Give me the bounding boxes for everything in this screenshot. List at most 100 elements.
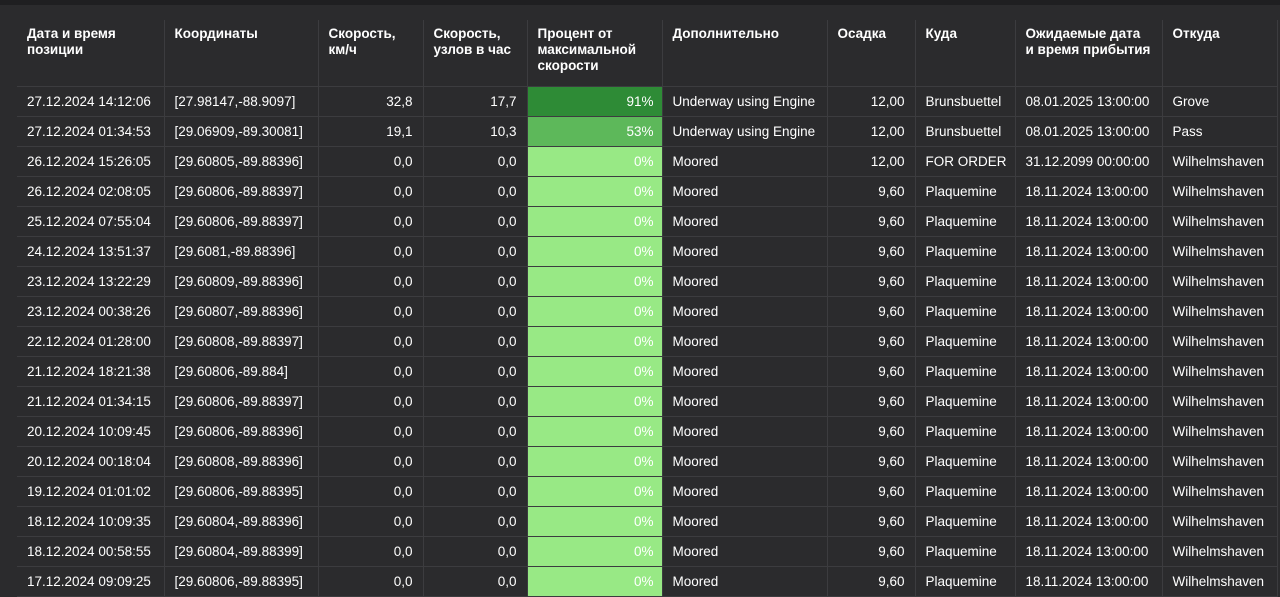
cell-eta: 31.12.2099 00:00:00 [1015, 146, 1163, 177]
cell-origin: Wilhelmshaven [1162, 536, 1278, 567]
cell-destination: Plaquemine [915, 566, 1016, 597]
cell-speed-knots: 17,7 [423, 86, 528, 117]
table-row[interactable]: 27.12.2024 01:34:53 [29.06909,-89.30081] 1… [17, 116, 1278, 147]
column-header-speed-knots[interactable]: Скорость, узлов в час [423, 20, 528, 87]
cell-destination: Plaquemine [915, 506, 1016, 537]
table-row[interactable]: 20.12.2024 00:18:04 [29.60808,-89.88396] 0… [17, 446, 1278, 477]
cell-draught: 9,60 [827, 176, 916, 207]
column-header-draught[interactable]: Осадка [827, 20, 916, 87]
cell-speed-knots: 0,0 [423, 296, 528, 327]
column-header-coordinates[interactable]: Координаты [164, 20, 319, 87]
column-header-position-time[interactable]: Дата и время позиции [17, 20, 165, 87]
cell-eta: 18.11.2024 13:00:00 [1015, 296, 1163, 327]
cell-speed-kmh: 0,0 [318, 386, 424, 417]
cell-origin: Wilhelmshaven [1162, 386, 1278, 417]
column-header-origin[interactable]: Откуда [1162, 20, 1278, 87]
column-header-additional[interactable]: Дополнительно [662, 20, 828, 87]
cell-eta: 18.11.2024 13:00:00 [1015, 476, 1163, 507]
table-row[interactable]: 21.12.2024 01:34:15 [29.60806,-89.88397] 0… [17, 386, 1278, 417]
cell-max-speed-percent: 0% [527, 506, 663, 537]
cell-draught: 9,60 [827, 236, 916, 267]
cell-speed-kmh: 0,0 [318, 476, 424, 507]
cell-draught: 9,60 [827, 416, 916, 447]
table-row[interactable]: 20.12.2024 10:09:45 [29.60806,-89.88396] 0… [17, 416, 1278, 447]
table-row[interactable]: 19.12.2024 01:01:02 [29.60806,-89.88395] 0… [17, 476, 1278, 507]
cell-coordinates: [29.60804,-89.88399] [164, 536, 319, 567]
table-row[interactable]: 26.12.2024 15:26:05 [29.60805,-89.88396] 0… [17, 146, 1278, 177]
cell-additional: Moored [662, 296, 828, 327]
table-row[interactable]: 24.12.2024 13:51:37 [29.6081,-89.88396] 0,… [17, 236, 1278, 267]
cell-origin: Wilhelmshaven [1162, 566, 1278, 597]
cell-additional: Moored [662, 266, 828, 297]
cell-origin: Wilhelmshaven [1162, 446, 1278, 477]
cell-speed-kmh: 0,0 [318, 296, 424, 327]
table-row[interactable]: 23.12.2024 00:38:26 [29.60807,-89.88396] 0… [17, 296, 1278, 327]
cell-additional: Moored [662, 416, 828, 447]
cell-coordinates: [29.60804,-89.88396] [164, 506, 319, 537]
cell-draught: 12,00 [827, 116, 916, 147]
cell-position-time: 25.12.2024 07:55:04 [17, 206, 165, 237]
cell-max-speed-percent: 0% [527, 446, 663, 477]
table-row[interactable]: 25.12.2024 07:55:04 [29.60806,-89.88397] 0… [17, 206, 1278, 237]
cell-eta: 18.11.2024 13:00:00 [1015, 566, 1163, 597]
column-header-eta[interactable]: Ожидаемые дата и время прибытия [1015, 20, 1163, 87]
cell-draught: 9,60 [827, 266, 916, 297]
cell-max-speed-percent: 0% [527, 416, 663, 447]
cell-speed-knots: 0,0 [423, 446, 528, 477]
table-row[interactable]: 18.12.2024 10:09:35 [29.60804,-89.88396] 0… [17, 506, 1278, 537]
cell-position-time: 17.12.2024 09:09:25 [17, 566, 165, 597]
table-row[interactable]: 27.12.2024 14:12:06 [27.98147,-88.9097] 32… [17, 86, 1278, 117]
cell-max-speed-percent: 0% [527, 566, 663, 597]
cell-destination: FOR ORDER [915, 146, 1016, 177]
table-row[interactable]: 18.12.2024 00:58:55 [29.60804,-89.88399] 0… [17, 536, 1278, 567]
table-row[interactable]: 26.12.2024 02:08:05 [29.60806,-89.88397] 0… [17, 176, 1278, 207]
table-row[interactable]: 23.12.2024 13:22:29 [29.60809,-89.88396] 0… [17, 266, 1278, 297]
table-row[interactable]: 17.12.2024 09:09:25 [29.60806,-89.88395] 0… [17, 566, 1278, 597]
cell-coordinates: [29.60808,-89.88397] [164, 326, 319, 357]
cell-position-time: 18.12.2024 10:09:35 [17, 506, 165, 537]
cell-origin: Pass [1162, 116, 1278, 147]
cell-destination: Plaquemine [915, 416, 1016, 447]
column-header-speed-kmh[interactable]: Скорость, км/ч [318, 20, 424, 87]
cell-position-time: 26.12.2024 02:08:05 [17, 176, 165, 207]
cell-draught: 12,00 [827, 146, 916, 177]
cell-destination: Brunsbuettel [915, 116, 1016, 147]
cell-max-speed-percent: 0% [527, 536, 663, 567]
cell-speed-knots: 10,3 [423, 116, 528, 147]
cell-draught: 9,60 [827, 566, 916, 597]
cell-origin: Wilhelmshaven [1162, 296, 1278, 327]
cell-additional: Moored [662, 236, 828, 267]
cell-destination: Plaquemine [915, 266, 1016, 297]
cell-additional: Underway using Engine [662, 116, 828, 147]
cell-draught: 9,60 [827, 326, 916, 357]
cell-additional: Moored [662, 566, 828, 597]
cell-coordinates: [29.60809,-89.88396] [164, 266, 319, 297]
cell-speed-knots: 0,0 [423, 176, 528, 207]
cell-position-time: 23.12.2024 13:22:29 [17, 266, 165, 297]
column-header-max-speed-percent[interactable]: Процент от максимальной скорости [527, 20, 663, 87]
cell-position-time: 23.12.2024 00:38:26 [17, 296, 165, 327]
cell-destination: Brunsbuettel [915, 86, 1016, 117]
cell-speed-knots: 0,0 [423, 236, 528, 267]
cell-speed-knots: 0,0 [423, 536, 528, 567]
cell-position-time: 19.12.2024 01:01:02 [17, 476, 165, 507]
cell-draught: 9,60 [827, 506, 916, 537]
cell-eta: 18.11.2024 13:00:00 [1015, 236, 1163, 267]
cell-speed-knots: 0,0 [423, 326, 528, 357]
cell-speed-kmh: 0,0 [318, 536, 424, 567]
top-bar [0, 0, 1280, 5]
column-header-destination[interactable]: Куда [915, 20, 1016, 87]
cell-destination: Plaquemine [915, 386, 1016, 417]
cell-eta: 18.11.2024 13:00:00 [1015, 266, 1163, 297]
cell-coordinates: [27.98147,-88.9097] [164, 86, 319, 117]
cell-speed-knots: 0,0 [423, 206, 528, 237]
cell-position-time: 21.12.2024 18:21:38 [17, 356, 165, 387]
cell-position-time: 26.12.2024 15:26:05 [17, 146, 165, 177]
cell-additional: Moored [662, 176, 828, 207]
cell-max-speed-percent: 0% [527, 356, 663, 387]
cell-eta: 18.11.2024 13:00:00 [1015, 446, 1163, 477]
table-row[interactable]: 22.12.2024 01:28:00 [29.60808,-89.88397] 0… [17, 326, 1278, 357]
cell-speed-knots: 0,0 [423, 356, 528, 387]
table-row[interactable]: 21.12.2024 18:21:38 [29.60806,-89.884] 0,0… [17, 356, 1278, 387]
cell-position-time: 22.12.2024 01:28:00 [17, 326, 165, 357]
